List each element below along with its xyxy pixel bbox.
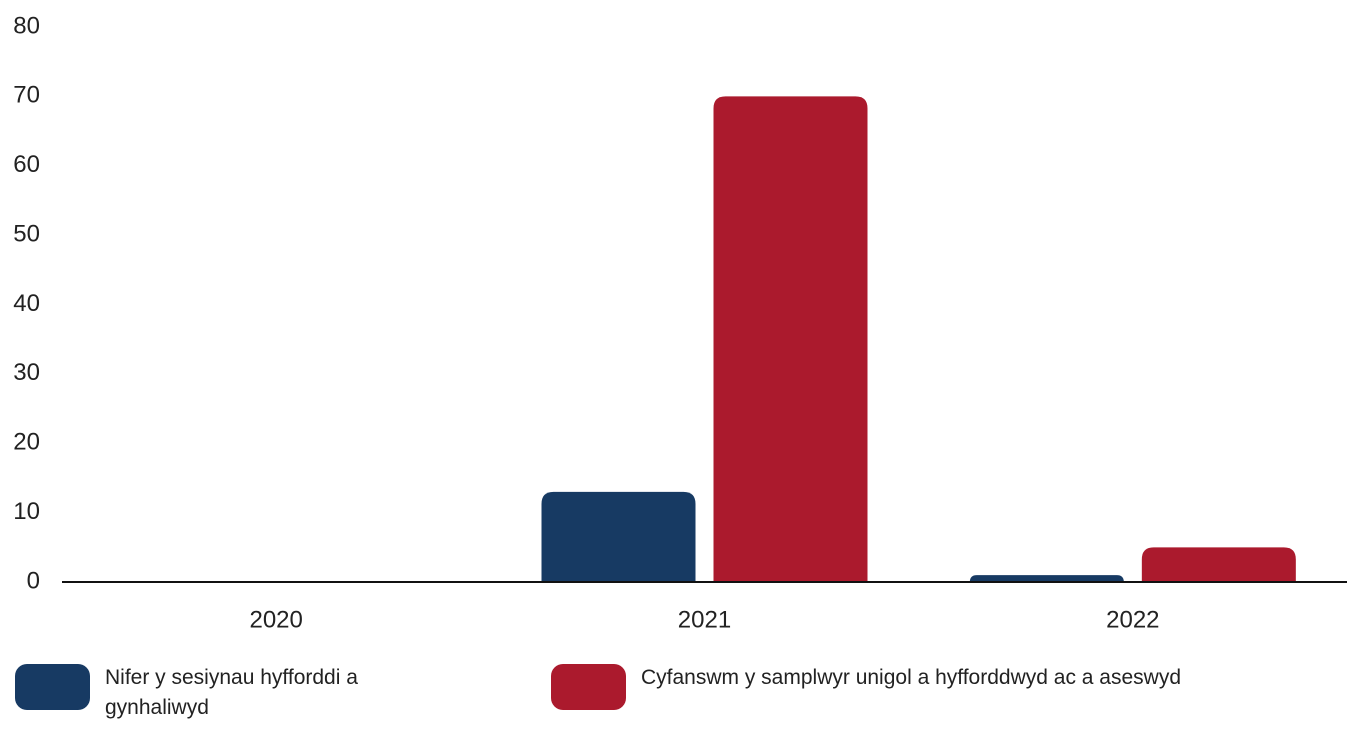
x-tick-label: 2021 bbox=[678, 606, 731, 633]
legend-label: Cyfanswm y samplwyr unigol a hyfforddwyd… bbox=[641, 666, 1182, 689]
legend-label: Nifer y sesiynau hyfforddi a gynhaliwyd bbox=[105, 666, 358, 719]
legend-item: Nifer y sesiynau hyfforddi a gynhaliwyd bbox=[15, 664, 435, 723]
y-tick-label: 0 bbox=[27, 567, 40, 594]
bar bbox=[969, 575, 1124, 582]
legend-item: Cyfanswm y samplwyr unigol a hyfforddwyd… bbox=[551, 664, 1341, 710]
y-tick-label: 10 bbox=[13, 498, 40, 525]
bar bbox=[1141, 547, 1296, 582]
y-tick-label: 60 bbox=[13, 151, 40, 178]
bar bbox=[713, 96, 868, 582]
bar bbox=[541, 491, 696, 582]
y-tick-label: 70 bbox=[13, 82, 40, 109]
y-tick-label: 20 bbox=[13, 429, 40, 456]
x-tick-label: 2022 bbox=[1106, 606, 1159, 633]
y-tick-label: 80 bbox=[13, 12, 40, 39]
x-tick-label: 2020 bbox=[249, 606, 302, 633]
chart: 0 10 20 30 40 50 60 70 80 2020 2021 2022 bbox=[13, 12, 1347, 633]
legend-swatch bbox=[15, 664, 90, 710]
legend-swatch bbox=[551, 664, 626, 710]
y-tick-label: 50 bbox=[13, 220, 40, 247]
y-tick-label: 40 bbox=[13, 290, 40, 317]
y-tick-label: 30 bbox=[13, 359, 40, 386]
